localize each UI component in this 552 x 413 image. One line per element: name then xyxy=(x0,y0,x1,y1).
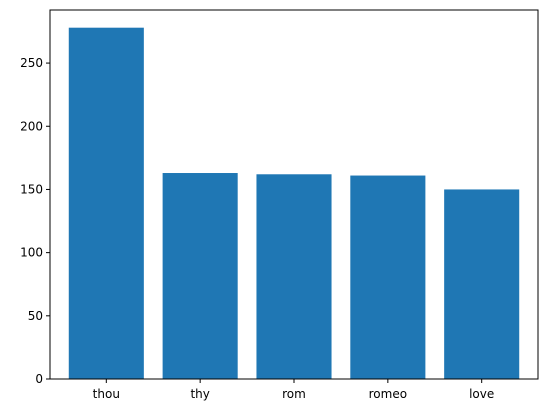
y-tick-label-150: 150 xyxy=(20,182,43,196)
y-tick-label-100: 100 xyxy=(20,246,43,260)
y-tick-label-250: 250 xyxy=(20,56,43,70)
bar-romeo xyxy=(350,175,426,379)
bars-group xyxy=(68,27,520,380)
bar-rom xyxy=(256,174,332,379)
y-tick-label-200: 200 xyxy=(20,119,43,133)
x-tick-label-thy: thy xyxy=(190,387,209,401)
y-tick-label-0: 0 xyxy=(35,372,43,386)
x-tick-label-thou: thou xyxy=(93,387,120,401)
bar-thou xyxy=(68,27,144,380)
x-axis-ticks: thou thy rom romeo love xyxy=(93,379,494,401)
x-tick-label-rom: rom xyxy=(282,387,306,401)
bar-love xyxy=(444,189,520,379)
bar-thy xyxy=(162,173,238,379)
x-tick-label-romeo: romeo xyxy=(369,387,407,401)
y-tick-label-50: 50 xyxy=(28,309,43,323)
x-tick-label-love: love xyxy=(469,387,494,401)
plot-frame xyxy=(49,9,539,380)
y-axis-ticks: 0 50 100 150 200 250 xyxy=(20,56,50,386)
